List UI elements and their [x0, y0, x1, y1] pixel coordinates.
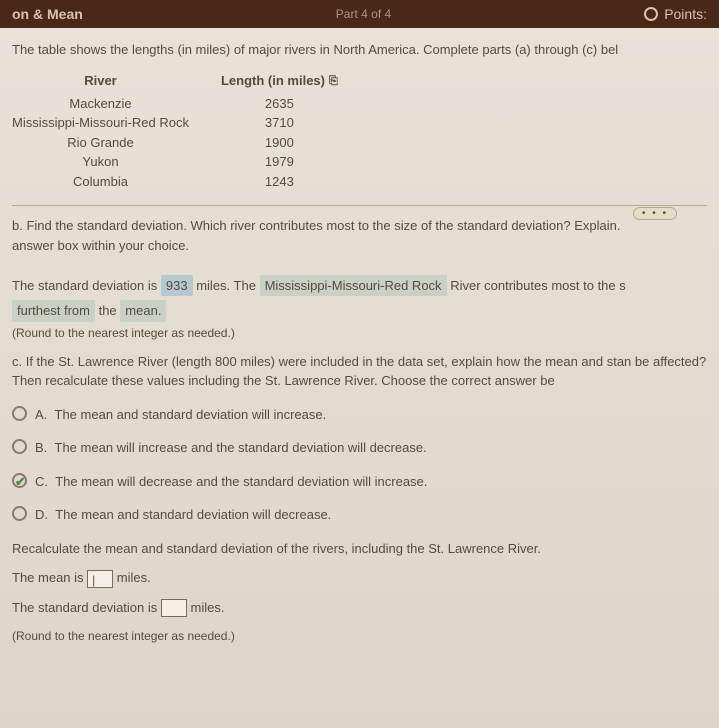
circle-icon [644, 7, 658, 21]
option-a[interactable]: A. The mean and standard deviation will … [12, 405, 707, 425]
part-b: b. Find the standard deviation. Which ri… [12, 216, 707, 342]
option-c-text: The mean will decrease and the standard … [55, 474, 427, 489]
sd-mid2: River contributes most to the s [450, 278, 626, 293]
table-row: Yukon [82, 152, 118, 172]
relation-select[interactable]: furthest from [12, 300, 95, 322]
table-row: 1900 [265, 133, 294, 153]
part-b-answer: The standard deviation is 933 miles. The… [12, 275, 707, 297]
river-table: River Mackenzie Mississippi-Missouri-Red… [12, 71, 707, 191]
mean-pre: The mean is [12, 570, 84, 585]
river-column: River Mackenzie Mississippi-Missouri-Red… [12, 71, 189, 191]
option-c[interactable]: C. The mean will decrease and the standa… [12, 472, 707, 492]
radio-icon[interactable] [12, 406, 27, 421]
option-d-text: The mean and standard deviation will dec… [55, 507, 331, 522]
part-b-answer2: furthest from the mean. [12, 300, 707, 322]
radio-icon[interactable] [12, 439, 27, 454]
expand-marker[interactable]: • • • [633, 207, 677, 220]
table-row: 3710 [265, 113, 294, 133]
table-row: 1243 [265, 172, 294, 192]
sd-mid1: miles. The [196, 278, 256, 293]
table-row: 1979 [265, 152, 294, 172]
mean-post: miles. [117, 570, 151, 585]
round-note-b: (Round to the nearest integer as needed.… [12, 324, 707, 342]
points-label: Points: [664, 6, 707, 22]
mean-input[interactable] [87, 570, 113, 588]
part-c: c. If the St. Lawrence River (length 800… [12, 352, 707, 646]
export-icon[interactable]: ⎘ [329, 73, 338, 90]
header-title: on & Mean [12, 6, 83, 22]
sd-pre2: The standard deviation is [12, 600, 157, 615]
option-a-text: The mean and standard deviation will inc… [55, 407, 327, 422]
section-divider [12, 205, 707, 206]
part-indicator: Part 4 of 4 [83, 7, 644, 21]
part-b-prompt: b. Find the standard deviation. Which ri… [12, 216, 707, 236]
stat-select[interactable]: mean. [120, 300, 166, 322]
sd-value[interactable]: 933 [161, 275, 193, 297]
option-d[interactable]: D. The mean and standard deviation will … [12, 505, 707, 525]
header-points: Points: [644, 6, 707, 22]
sd-line: The standard deviation is miles. [12, 598, 707, 618]
options-group: A. The mean and standard deviation will … [12, 405, 707, 525]
length-column: Length (in miles) ⎘ 2635 3710 1900 1979 … [221, 71, 338, 191]
length-header: Length (in miles) ⎘ [221, 71, 338, 91]
intro-text: The table shows the lengths (in miles) o… [12, 42, 707, 57]
sd-mid3: the [99, 303, 117, 318]
table-row: Mackenzie [69, 94, 131, 114]
radio-icon[interactable] [12, 506, 27, 521]
page-header: on & Mean Part 4 of 4 Points: [0, 0, 719, 28]
sd-input[interactable] [161, 599, 187, 617]
option-b[interactable]: B. The mean will increase and the standa… [12, 438, 707, 458]
recalc-prompt: Recalculate the mean and standard deviat… [12, 539, 707, 559]
sd-post2: miles. [191, 600, 225, 615]
mean-line: The mean is miles. [12, 568, 707, 588]
river-header: River [84, 71, 117, 91]
river-select[interactable]: Mississippi-Missouri-Red Rock [260, 275, 447, 297]
sd-pre: The standard deviation is [12, 278, 157, 293]
length-header-text: Length (in miles) [221, 71, 325, 91]
option-b-text: The mean will increase and the standard … [55, 440, 427, 455]
content-area: The table shows the lengths (in miles) o… [0, 28, 719, 669]
radio-icon[interactable] [12, 473, 27, 488]
table-row: Mississippi-Missouri-Red Rock [12, 113, 189, 133]
table-row: 2635 [265, 94, 294, 114]
table-row: Columbia [73, 172, 128, 192]
part-b-sub: answer box within your choice. [12, 236, 707, 256]
round-note-c: (Round to the nearest integer as needed.… [12, 627, 707, 645]
part-c-prompt: c. If the St. Lawrence River (length 800… [12, 352, 707, 391]
table-row: Rio Grande [67, 133, 133, 153]
